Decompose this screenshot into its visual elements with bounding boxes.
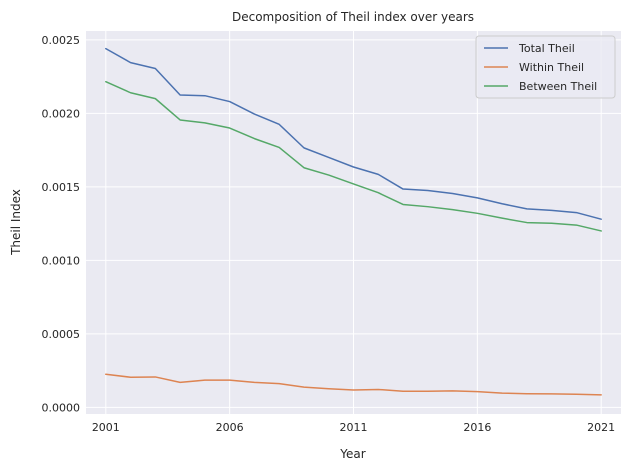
chart-title: Decomposition of Theil index over years	[232, 10, 474, 24]
y-tick-label: 0.0000	[42, 401, 81, 414]
x-tick-label: 2021	[587, 421, 615, 434]
legend-box	[475, 35, 616, 99]
x-tick-label: 2001	[92, 421, 120, 434]
x-tick-label: 2006	[216, 421, 244, 434]
x-tick-label: 2011	[340, 421, 368, 434]
legend-label-within-theil: Within Theil	[519, 61, 584, 74]
between-theil-series-line	[105, 80, 602, 232]
legend-label-between-theil: Between Theil	[519, 80, 597, 93]
y-tick-label: 0.0015	[42, 181, 81, 194]
series-layer	[105, 47, 602, 396]
y-tick-label: 0.0005	[42, 328, 81, 341]
total-theil-series-line	[105, 47, 602, 220]
y-tick-labels: 0.0000 0.0005 0.0010 0.0015 0.0020 0.0025	[42, 34, 81, 415]
y-axis-label: Theil Index	[9, 189, 23, 256]
y-tick-label: 0.0025	[42, 34, 81, 47]
x-tick-label: 2016	[463, 421, 491, 434]
legend-label-total-theil: Total Theil	[518, 42, 575, 55]
x-axis-label: Year	[339, 447, 365, 461]
x-tick-labels: 2001 2006 2011 2016 2021	[92, 421, 615, 434]
y-tick-label: 0.0020	[42, 107, 81, 120]
y-tick-label: 0.0010	[42, 254, 81, 267]
legend: Total Theil Within Theil Between Theil	[475, 35, 616, 99]
within-theil-series-line	[105, 373, 602, 396]
